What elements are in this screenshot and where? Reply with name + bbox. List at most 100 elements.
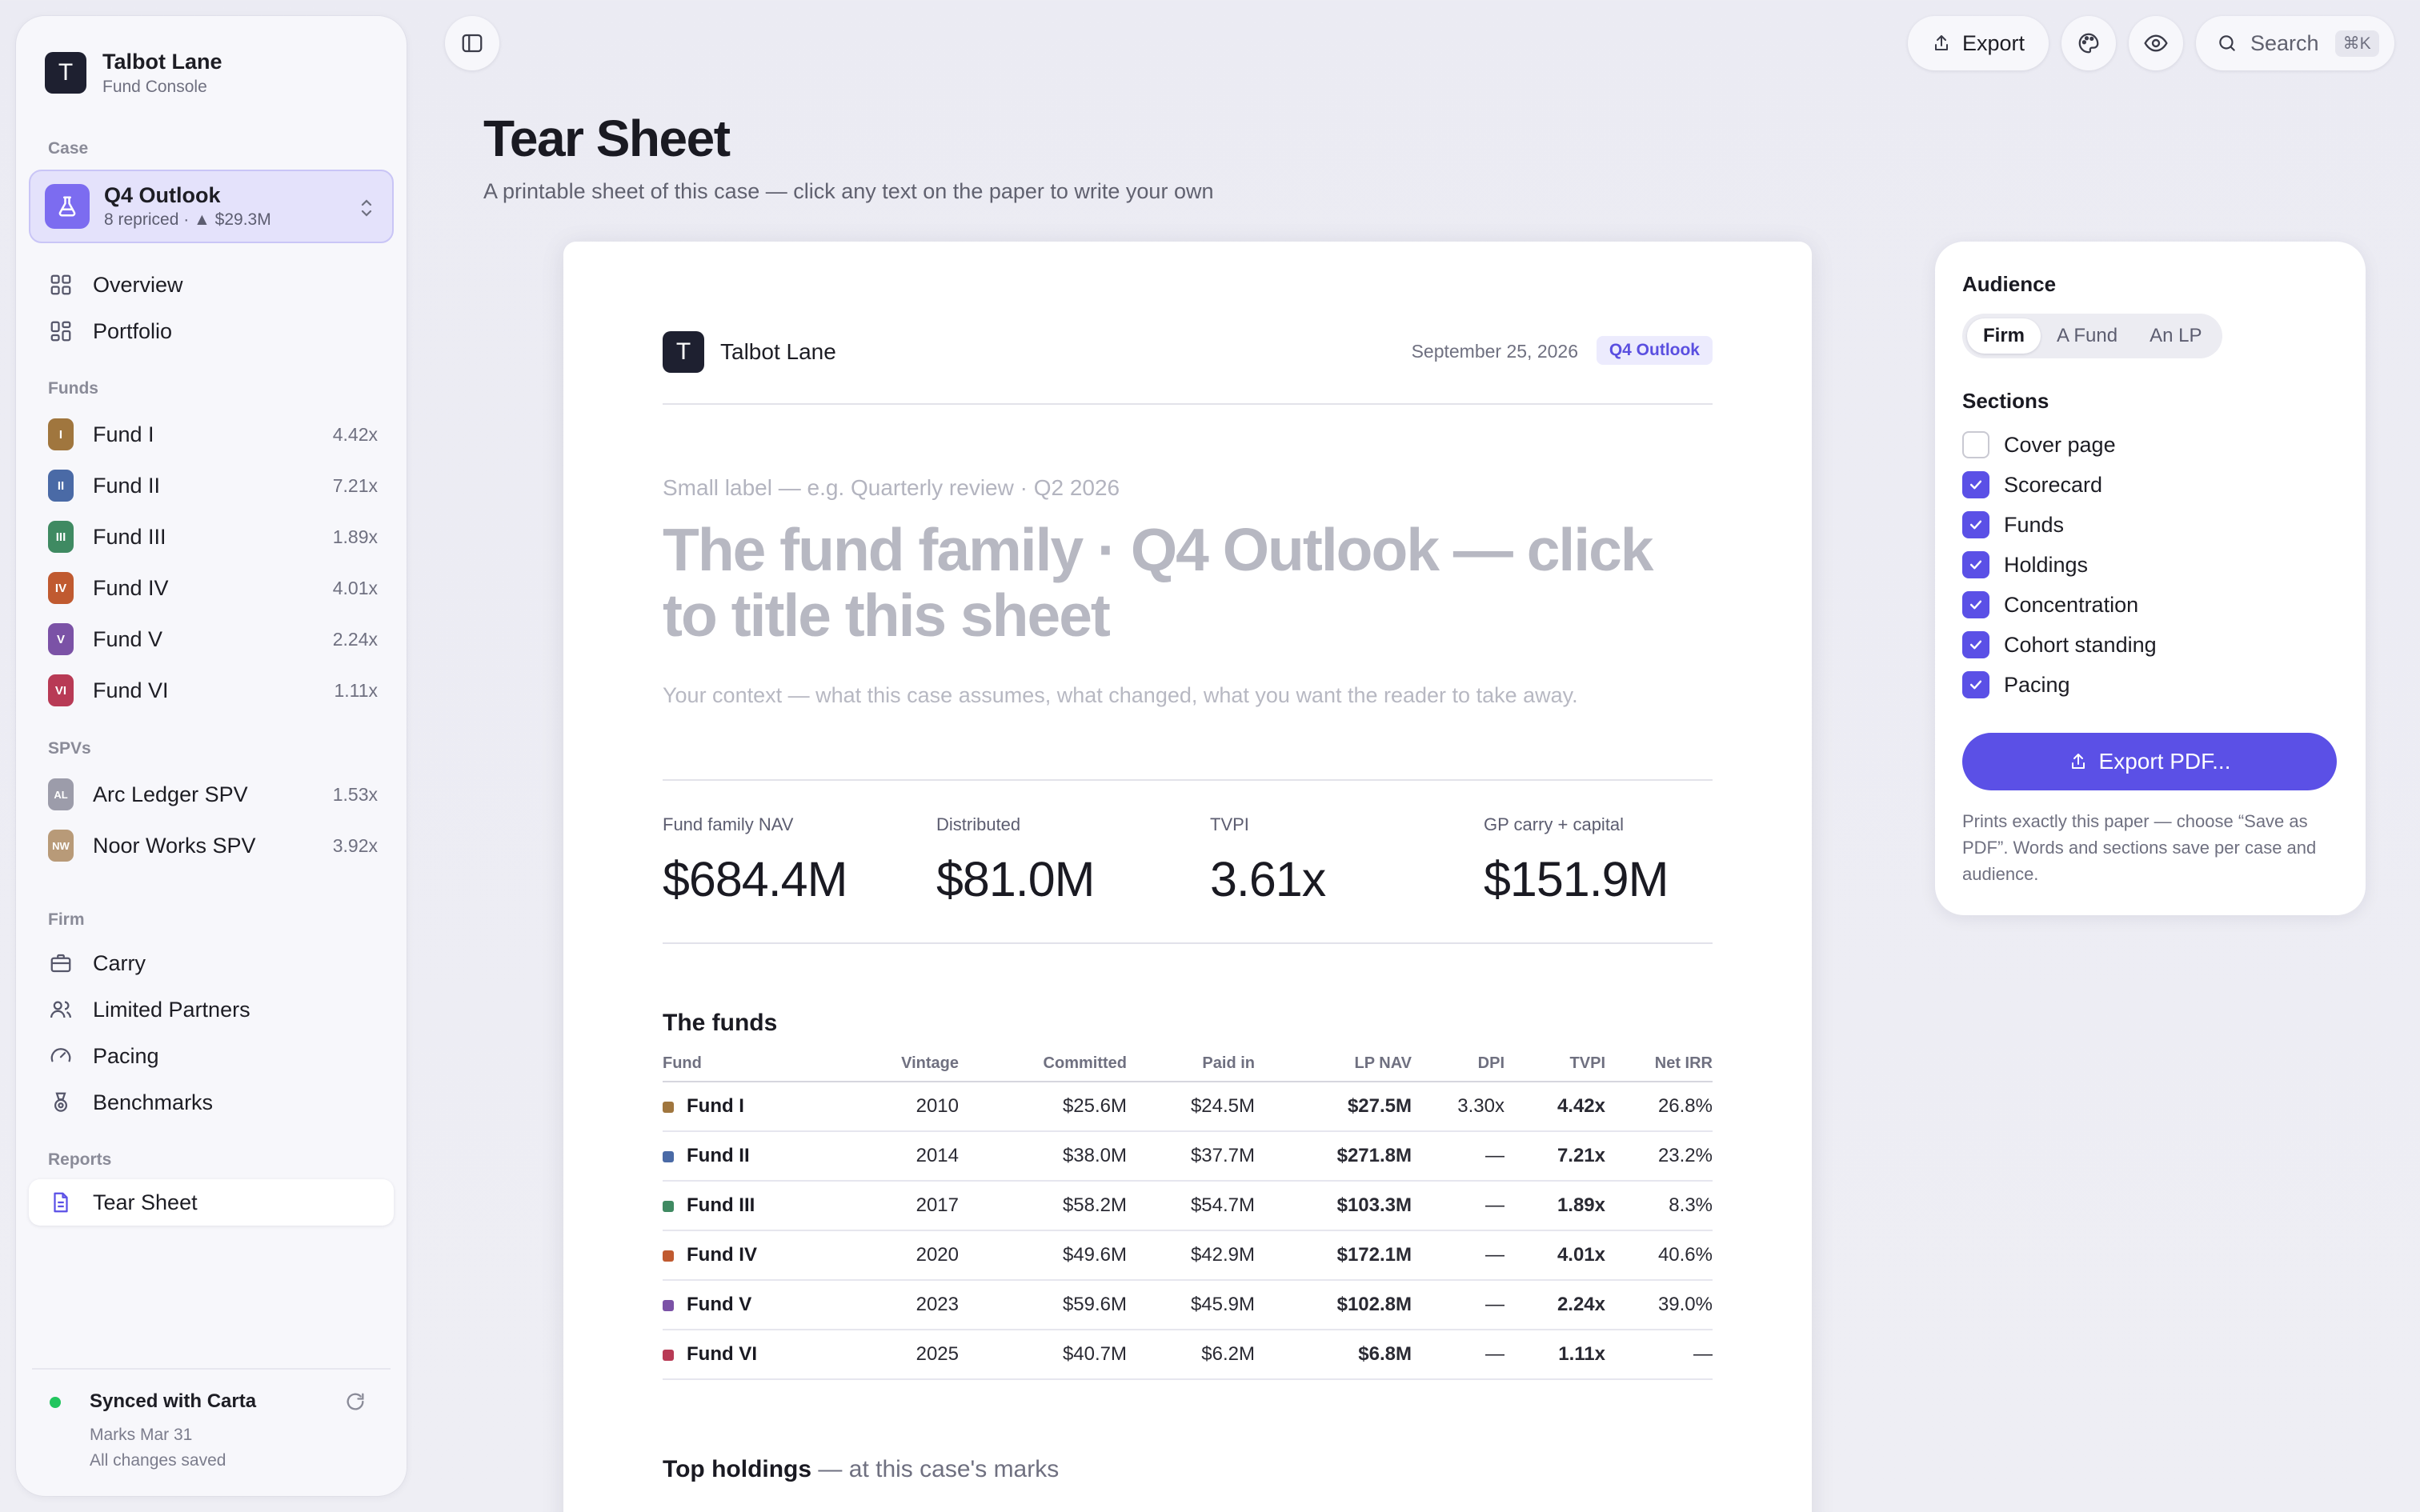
cell-committed: $49.6M xyxy=(959,1230,1127,1281)
export-button[interactable]: Export xyxy=(1908,16,2049,70)
cell-tvpi: 7.21x xyxy=(1504,1131,1605,1182)
fund-badge: III xyxy=(48,521,74,553)
cell-tvpi: 1.11x xyxy=(1504,1330,1605,1380)
paper-context[interactable]: Your context — what this case assumes, w… xyxy=(663,683,1578,707)
gauge-icon xyxy=(48,1043,74,1069)
checkmark-icon[interactable] xyxy=(1962,631,1989,658)
sidebar-item-label: Pacing xyxy=(93,1043,159,1068)
sidebar-item-fund-ii[interactable]: II Fund II 7.21x xyxy=(29,462,394,509)
sidebar-item-noor-works-spv[interactable]: NW Noor Works SPV 3.92x xyxy=(29,822,394,869)
sidebar-item-carry[interactable]: Carry xyxy=(29,940,394,986)
column-header: Committed xyxy=(959,1046,1127,1082)
cell-dpi: — xyxy=(1412,1131,1504,1182)
section-toggle-cover-page[interactable]: Cover page xyxy=(1962,431,2116,458)
cell-net-irr: 39.0% xyxy=(1605,1280,1713,1330)
sidebar-item-fund-i[interactable]: I Fund I 4.42x xyxy=(29,411,394,458)
fund-name: Fund VI xyxy=(687,1343,757,1365)
sidebar-item-label: Overview xyxy=(93,272,183,297)
sidebar-item-label: Portfolio xyxy=(93,318,173,343)
checkmark-icon[interactable] xyxy=(1962,591,1989,618)
section-toggle-concentration[interactable]: Concentration xyxy=(1962,591,2138,618)
sidebar-item-fund-iii[interactable]: III Fund III 1.89x xyxy=(29,514,394,560)
section-toggle-funds[interactable]: Funds xyxy=(1962,511,2064,538)
sidebar-item-tear-sheet[interactable]: Tear Sheet xyxy=(29,1179,394,1226)
page-title: Tear Sheet xyxy=(483,110,731,167)
paper-title[interactable]: The fund family · Q4 Outlook — click to … xyxy=(663,516,1654,649)
brand-logo: T xyxy=(45,52,86,94)
export-note: Prints exactly this paper — choose “Save… xyxy=(1962,811,2317,884)
audience-option-a-fund[interactable]: A Fund xyxy=(2057,325,2118,346)
sidebar-item-arc-ledger-spv[interactable]: AL Arc Ledger SPV 1.53x xyxy=(29,771,394,818)
stat-tvpi: TVPI 3.61x xyxy=(1210,814,1326,907)
fund-name: Fund I xyxy=(687,1095,744,1117)
theme-button[interactable] xyxy=(2061,16,2116,70)
cell-net-irr: 40.6% xyxy=(1605,1230,1713,1281)
fund-multiple: 1.89x xyxy=(332,526,378,547)
column-header: LP NAV xyxy=(1255,1046,1412,1082)
paper-kicker[interactable]: Small label — e.g. Quarterly review · Q2… xyxy=(663,475,1120,500)
sidebar-item-label: Tear Sheet xyxy=(93,1190,198,1214)
sidebar-item-fund-v[interactable]: V Fund V 2.24x xyxy=(29,616,394,662)
table-header-row: Fund Vintage Committed Paid in LP NAV DP… xyxy=(663,1046,1713,1082)
sidebar-item-overview[interactable]: Overview xyxy=(29,262,394,308)
search-button[interactable]: Search ⌘K xyxy=(2196,16,2394,70)
refresh-icon[interactable] xyxy=(344,1390,367,1413)
options-panel: Audience Firm A Fund An LP Sections Cove… xyxy=(1935,242,2366,915)
checkmark-icon[interactable] xyxy=(1962,551,1989,578)
sidebar-item-limited-partners[interactable]: Limited Partners xyxy=(29,986,394,1033)
sidebar-item-label: Fund II xyxy=(93,473,161,498)
divider xyxy=(663,942,1713,944)
audience-option-an-lp[interactable]: An LP xyxy=(2150,325,2202,346)
checkmark-icon[interactable] xyxy=(1962,511,1989,538)
paper-brand[interactable]: Talbot Lane xyxy=(720,339,836,364)
cell-lp-nav: $27.5M xyxy=(1255,1082,1412,1132)
case-selector[interactable]: Q4 Outlook 8 repriced · ▲ $29.3M xyxy=(29,170,394,243)
holdings-suffix: — at this case's marks xyxy=(818,1456,1060,1482)
sync-marks-date: Marks Mar 31 xyxy=(90,1426,193,1444)
sidebar-item-benchmarks[interactable]: Benchmarks xyxy=(29,1079,394,1126)
sidebar-toggle-icon xyxy=(462,34,483,53)
fund-name: Fund III xyxy=(687,1194,755,1216)
audience-segmented-control: Firm A Fund An LP xyxy=(1962,314,2223,358)
sidebar-item-label: Noor Works SPV xyxy=(93,833,256,858)
toggle-sidebar-button[interactable] xyxy=(445,16,499,70)
search-label: Search xyxy=(2250,30,2319,55)
share-icon xyxy=(2071,754,2085,769)
fund-color-swatch xyxy=(663,1300,674,1311)
table-row: Fund II 2014 $38.0M $37.7M $271.8M — 7.2… xyxy=(663,1131,1713,1182)
export-pdf-label: Export PDF... xyxy=(2098,749,2231,774)
fund-badge: IV xyxy=(48,572,74,604)
cell-dpi: — xyxy=(1412,1330,1504,1380)
checkbox-unchecked[interactable] xyxy=(1962,431,1989,458)
cell-paid-in: $6.2M xyxy=(1127,1330,1255,1380)
cell-lp-nav: $102.8M xyxy=(1255,1280,1412,1330)
fund-color-swatch xyxy=(663,1350,674,1361)
sidebar-item-fund-vi[interactable]: VI Fund VI 1.11x xyxy=(29,667,394,714)
stat-value: $151.9M xyxy=(1484,852,1669,906)
tear-sheet-paper: T Talbot Lane September 25, 2026 Q4 Outl… xyxy=(563,242,1812,1512)
table-row: Fund IV 2020 $49.6M $42.9M $172.1M — 4.0… xyxy=(663,1230,1713,1281)
sidebar-item-portfolio[interactable]: Portfolio xyxy=(29,308,394,354)
paper-logo: T xyxy=(663,331,704,373)
sidebar-item-label: Fund IV xyxy=(93,575,169,600)
sidebar-item-pacing[interactable]: Pacing xyxy=(29,1033,394,1079)
audience-option-firm[interactable]: Firm xyxy=(1967,318,2041,354)
section-label: Cohort standing xyxy=(2004,632,2157,657)
section-toggle-cohort-standing[interactable]: Cohort standing xyxy=(1962,631,2157,658)
section-toggle-pacing[interactable]: Pacing xyxy=(1962,671,2070,698)
column-header: Vintage xyxy=(839,1046,959,1082)
spvs-section-label: SPVs xyxy=(48,739,91,758)
section-toggle-scorecard[interactable]: Scorecard xyxy=(1962,471,2102,498)
export-pdf-button[interactable]: Export PDF... xyxy=(1962,733,2337,790)
fund-badge: V xyxy=(48,623,74,655)
page-subtitle: A printable sheet of this case — click a… xyxy=(483,179,1214,203)
table-row: Fund VI 2025 $40.7M $6.2M $6.8M — 1.11x … xyxy=(663,1330,1713,1380)
preview-button[interactable] xyxy=(2129,16,2183,70)
checkmark-icon[interactable] xyxy=(1962,471,1989,498)
brand: T Talbot Lane Fund Console xyxy=(45,48,222,98)
checkmark-icon[interactable] xyxy=(1962,671,1989,698)
sidebar-item-fund-iv[interactable]: IV Fund IV 4.01x xyxy=(29,565,394,611)
fund-multiple: 7.21x xyxy=(332,474,378,496)
section-toggle-holdings[interactable]: Holdings xyxy=(1962,551,2088,578)
stat-label: Fund family NAV xyxy=(663,814,794,834)
